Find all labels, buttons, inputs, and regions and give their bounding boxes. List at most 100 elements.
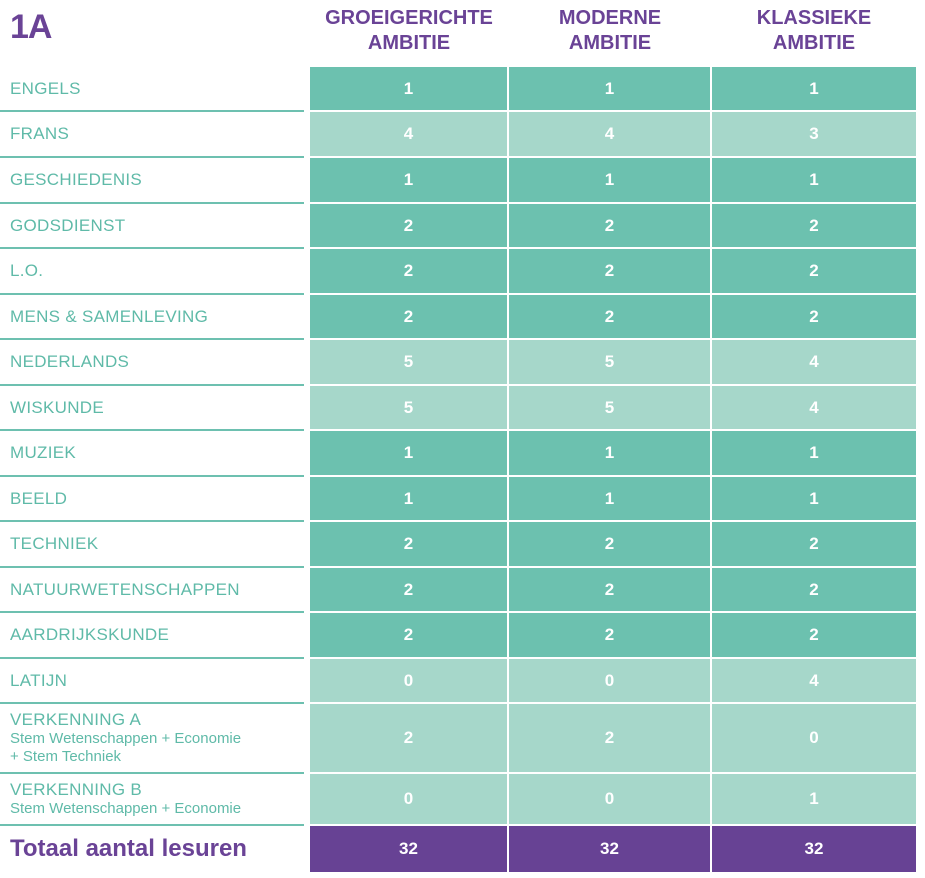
table-row: VERKENNING A Stem Wetenschappen + Economi… xyxy=(0,704,916,774)
subject-name: TECHNIEK xyxy=(10,534,99,553)
subject-label: GODSDIENST xyxy=(0,204,304,249)
hours-cell: 4 xyxy=(310,112,509,158)
hours-cell: 5 xyxy=(310,386,509,431)
class-title: 1A xyxy=(10,8,52,46)
subject-label: NATUURWETENSCHAPPEN xyxy=(0,568,304,613)
subject-name: VERKENNING B xyxy=(10,780,143,799)
subject-label: NEDERLANDS xyxy=(0,340,304,386)
total-hours-cell: 32 xyxy=(509,826,712,872)
hours-cell: 2 xyxy=(310,204,509,249)
subject-name: ENGELS xyxy=(10,78,81,98)
hours-cell: 1 xyxy=(712,774,916,826)
subject-name: FRANS xyxy=(10,124,70,143)
hours-cell: 4 xyxy=(509,112,712,158)
hours-cell: 1 xyxy=(310,158,509,204)
subject-name: MUZIEK xyxy=(10,443,77,462)
hours-cell: 2 xyxy=(712,204,916,249)
hours-cell: 5 xyxy=(509,386,712,431)
total-hours-cell: 32 xyxy=(712,826,916,872)
subject-subtitle: Stem Wetenschappen + Economie xyxy=(10,730,242,747)
hours-cell: 0 xyxy=(310,659,509,704)
hours-cell: 1 xyxy=(310,477,509,522)
hours-cell: 2 xyxy=(310,522,509,568)
hours-cell: 2 xyxy=(712,522,916,568)
hours-cell: 2 xyxy=(310,295,509,340)
table-row: WISKUNDE 5 5 4 xyxy=(0,386,916,431)
hours-cell: 4 xyxy=(712,659,916,704)
table-row: MENS & SAMENLEVING 2 2 2 xyxy=(0,295,916,340)
hours-cell: 5 xyxy=(310,340,509,386)
hours-cell: 2 xyxy=(509,568,712,613)
table-row: AARDRIJKSKUNDE 2 2 2 xyxy=(0,613,916,659)
subject-name: VERKENNING A xyxy=(10,710,142,729)
table-row: GESCHIEDENIS 1 1 1 xyxy=(0,158,916,204)
hours-cell: 2 xyxy=(310,613,509,659)
subject-label: GESCHIEDENIS xyxy=(0,158,304,204)
subject-name: NATUURWETENSCHAPPEN xyxy=(10,579,240,599)
hours-cell: 2 xyxy=(712,249,916,295)
subject-subtitle: + Stem Techniek xyxy=(10,748,122,765)
hours-cell: 1 xyxy=(509,67,712,112)
subject-label: MENS & SAMENLEVING xyxy=(0,295,304,340)
subject-label: LATIJN xyxy=(0,659,304,704)
subject-name: AARDRIJKSKUNDE xyxy=(10,625,170,644)
subject-label: BEELD xyxy=(0,477,304,522)
hours-cell: 1 xyxy=(509,477,712,522)
table-row: LATIJN 0 0 4 xyxy=(0,659,916,704)
subject-label: ENGELS xyxy=(0,67,304,112)
hours-cell: 1 xyxy=(712,477,916,522)
table-row: FRANS 4 4 3 xyxy=(0,112,916,158)
total-row: Totaal aantal lesuren 32 32 32 xyxy=(0,826,916,872)
hours-cell: 2 xyxy=(509,249,712,295)
table-row: ENGELS 1 1 1 xyxy=(0,67,916,112)
hours-cell: 2 xyxy=(509,204,712,249)
table-row: NEDERLANDS 5 5 4 xyxy=(0,340,916,386)
total-label-cell: Totaal aantal lesuren xyxy=(0,826,304,872)
table-row: L.O. 2 2 2 xyxy=(0,249,916,295)
table-row: TECHNIEK 2 2 2 xyxy=(0,522,916,568)
hours-cell: 4 xyxy=(712,386,916,431)
subject-name: MENS & SAMENLEVING xyxy=(10,306,209,326)
subject-label: L.O. xyxy=(0,249,304,295)
hours-cell: 2 xyxy=(712,613,916,659)
column-header-groeigerichte: GROEIGERICHTE AMBITIE xyxy=(325,7,493,54)
subject-name: GESCHIEDENIS xyxy=(10,170,143,189)
subject-label: WISKUNDE xyxy=(0,386,304,431)
hours-cell: 1 xyxy=(509,431,712,477)
subject-label: VERKENNING B Stem Wetenschappen + Economi… xyxy=(0,774,304,826)
subject-name: WISKUNDE xyxy=(10,397,105,417)
hours-cell: 4 xyxy=(712,340,916,386)
hours-cell: 2 xyxy=(509,613,712,659)
hours-cell: 0 xyxy=(509,774,712,826)
subject-label: MUZIEK xyxy=(0,431,304,477)
table-row: BEELD 1 1 1 xyxy=(0,477,916,522)
table-row: NATUURWETENSCHAPPEN 2 2 2 xyxy=(0,568,916,613)
hours-cell: 1 xyxy=(712,158,916,204)
hours-cell: 2 xyxy=(310,568,509,613)
hours-cell: 2 xyxy=(509,522,712,568)
hours-cell: 2 xyxy=(310,249,509,295)
total-hours-cell: 32 xyxy=(310,826,509,872)
subject-label: VERKENNING A Stem Wetenschappen + Economi… xyxy=(0,704,304,774)
table-row: VERKENNING B Stem Wetenschappen + Economi… xyxy=(0,774,916,826)
hours-cell: 1 xyxy=(310,67,509,112)
subject-name: NEDERLANDS xyxy=(10,352,130,371)
subject-name: LATIJN xyxy=(10,670,68,690)
hours-cell: 2 xyxy=(310,704,509,774)
subject-label: AARDRIJKSKUNDE xyxy=(0,613,304,659)
hours-cell: 3 xyxy=(712,112,916,158)
hours-cell: 2 xyxy=(509,704,712,774)
subject-name: GODSDIENST xyxy=(10,215,126,235)
hours-cell: 1 xyxy=(712,67,916,112)
total-label: Totaal aantal lesuren xyxy=(10,835,247,862)
hours-cell: 2 xyxy=(509,295,712,340)
hours-cell: 1 xyxy=(310,431,509,477)
hours-cell: 0 xyxy=(310,774,509,826)
subject-subtitle: Stem Wetenschappen + Economie xyxy=(10,800,242,817)
subject-name: L.O. xyxy=(10,261,44,280)
hours-cell: 0 xyxy=(712,704,916,774)
subject-name: BEELD xyxy=(10,488,68,508)
hours-cell: 1 xyxy=(509,158,712,204)
hours-cell: 5 xyxy=(509,340,712,386)
